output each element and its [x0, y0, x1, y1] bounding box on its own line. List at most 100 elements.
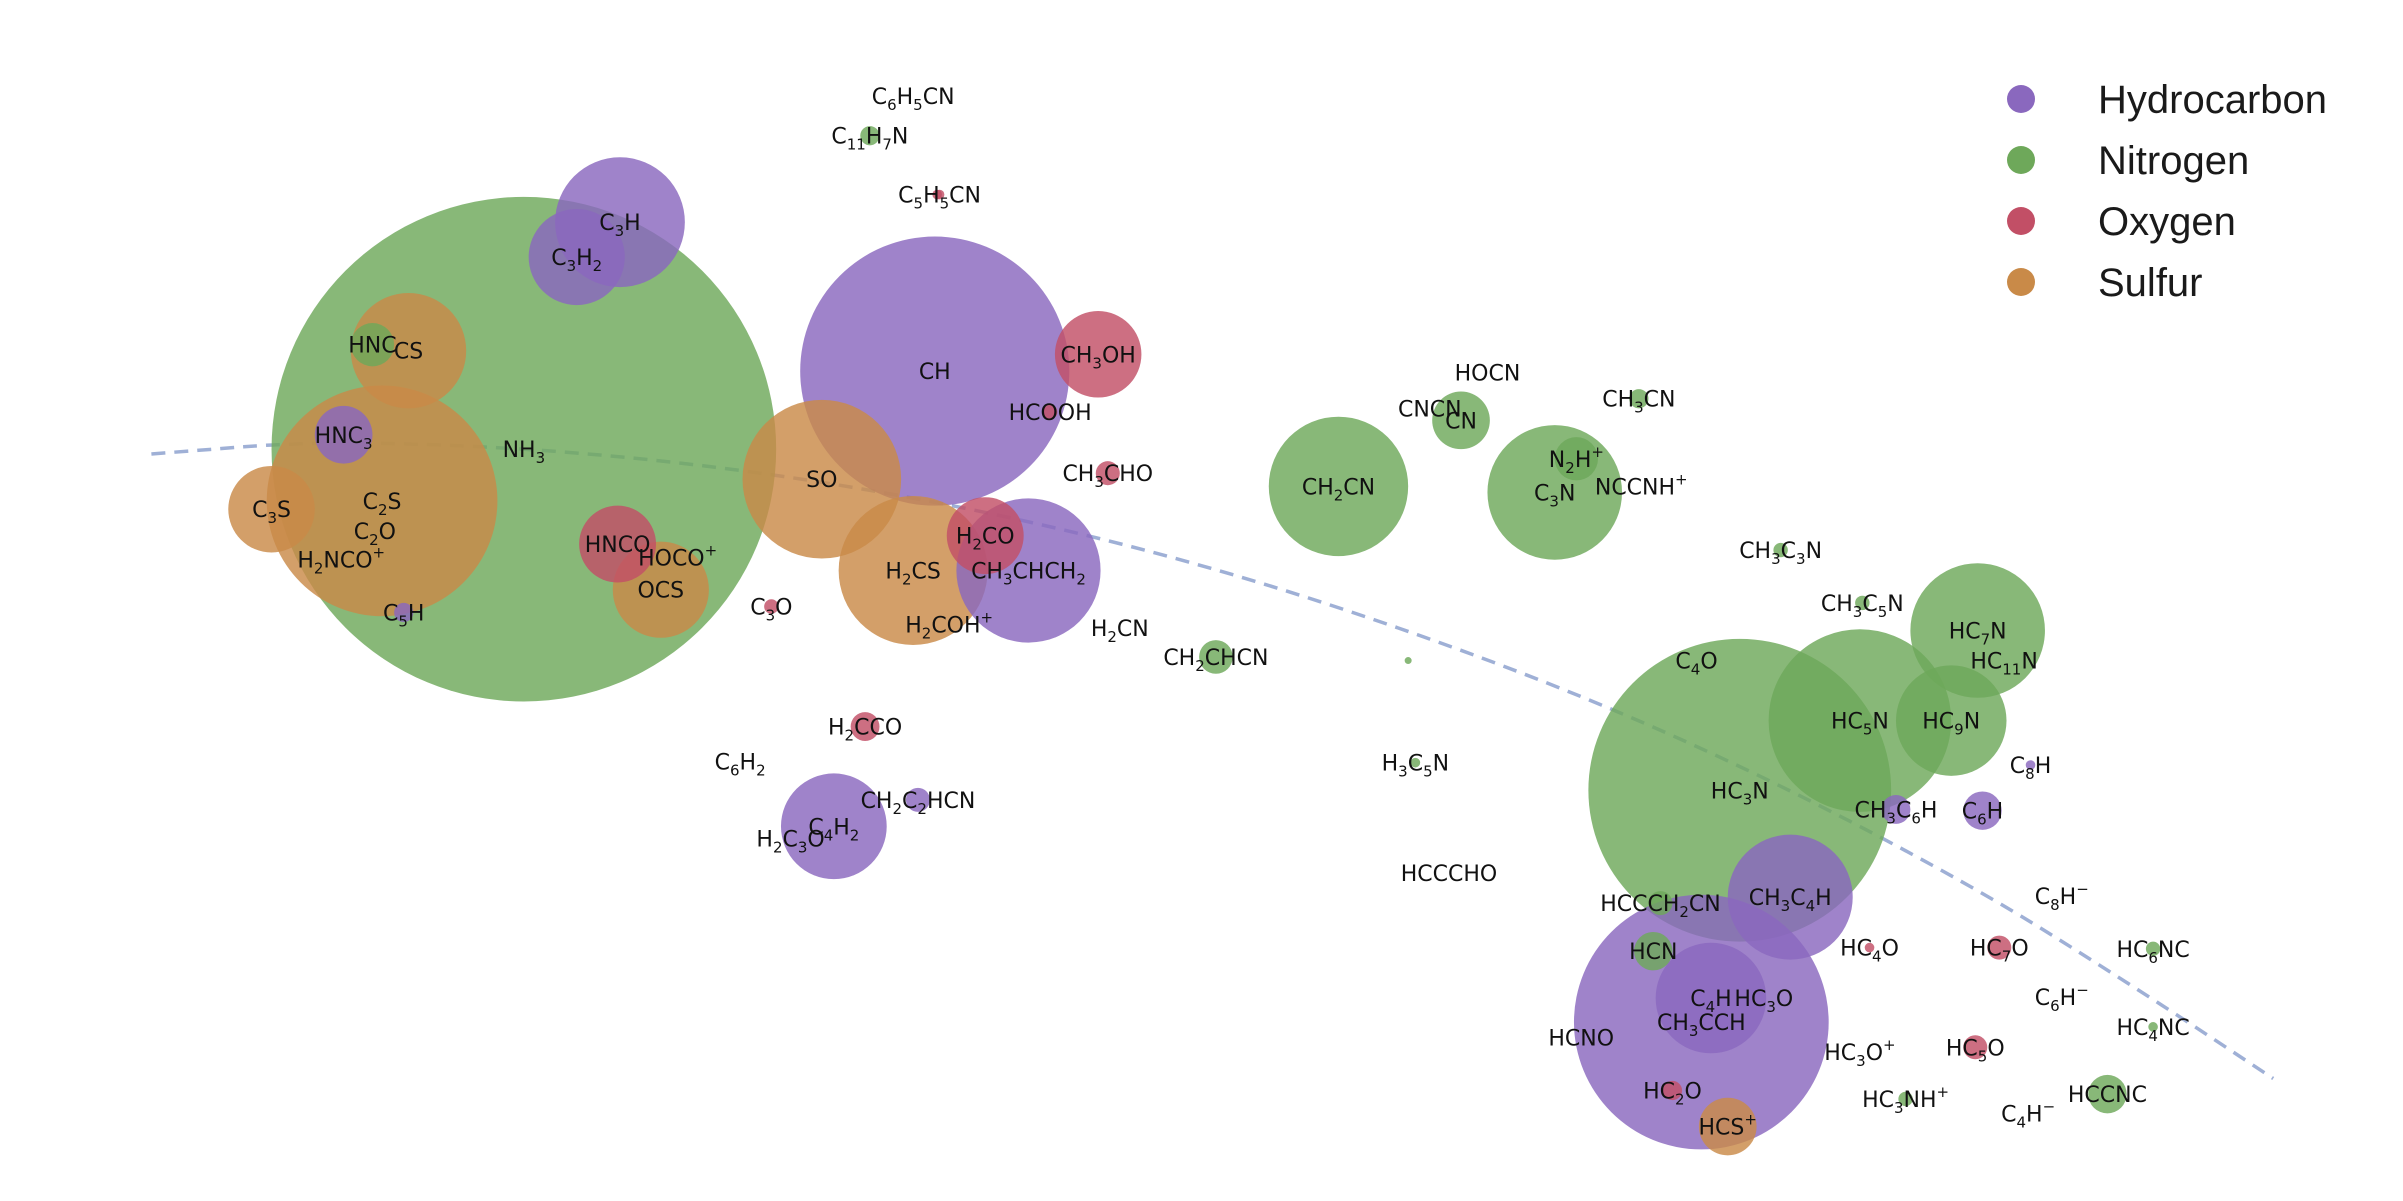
bubble-hc4nc — [2148, 1022, 2158, 1032]
bubble-hnc3 — [314, 405, 373, 464]
label-h2co: H2CO — [956, 525, 1015, 554]
label-hc7o: HC7O — [1970, 937, 2029, 966]
bubble-ch2cn — [1268, 416, 1409, 557]
bubble-hc7o — [1987, 935, 2012, 960]
label-c2s: C2S — [363, 490, 402, 519]
bubble-hcs — [1698, 1097, 1757, 1156]
label-c4h: C4H — [1690, 987, 1731, 1016]
label-c2o: C2O — [354, 520, 396, 549]
label-ch3cn: CH3CN — [1602, 388, 1675, 417]
legend-label-oxygen: Oxygen — [2098, 200, 2236, 244]
bubble-hc5o — [1963, 1035, 1988, 1060]
label-c11h7n: C11H7N — [831, 125, 908, 154]
legend-marker-sulfur — [2007, 268, 2035, 296]
label-ch2chcn: CH2CHCN — [1163, 646, 1268, 675]
label-c5h: C5H — [383, 602, 424, 631]
label-hoco: HOCO+ — [638, 541, 717, 571]
label-nh3: NH3 — [503, 438, 546, 467]
bubble-unlabeled-76 — [1404, 657, 1412, 665]
label-h3c5n: H3C5N — [1382, 752, 1449, 781]
label-ch3c5n: CH3C5N — [1821, 592, 1904, 621]
bubble-c5h — [394, 602, 414, 623]
label-c6h5cn: C6H5CN — [872, 85, 955, 114]
bubble-ch3c6h — [1881, 795, 1911, 824]
bubble-hc7n — [1910, 563, 2045, 698]
label-ocs: OCS — [637, 579, 684, 604]
bubble-h2cco — [850, 712, 880, 742]
bubble-hccch2cn — [1648, 891, 1673, 916]
bubble-hc5n — [1768, 629, 1952, 812]
bubble-hcooh — [1042, 404, 1058, 420]
label-ch3c3n: CH3C3N — [1739, 539, 1822, 568]
legend-marker-oxygen — [2007, 207, 2035, 235]
bubble-ch3c4h — [1727, 834, 1853, 960]
label-hcs: HCS+ — [1699, 1111, 1757, 1141]
label-ch3cho: CH3CHO — [1062, 462, 1153, 491]
legend-marker-hydrocarbon — [2007, 85, 2035, 113]
label-hc7n: HC7N — [1949, 620, 2007, 649]
label-hcccho: HCCCHO — [1401, 862, 1498, 887]
bubble-hccnc — [2088, 1074, 2127, 1114]
label-c3o: C3O — [750, 596, 792, 625]
legend-label-nitrogen: Nitrogen — [2098, 139, 2249, 183]
label-hc3n: HC3N — [1711, 779, 1769, 808]
label-c3h: C3H — [599, 211, 640, 240]
legend-label-hydrocarbon: Hydrocarbon — [2098, 78, 2327, 122]
bubble-hc6nc — [2145, 941, 2161, 956]
label-hnc3: HNC3 — [315, 424, 373, 453]
label-cncn: CNCN — [1398, 397, 1462, 422]
bubble-hnco — [579, 505, 657, 583]
legend-marker-nitrogen — [2007, 146, 2035, 174]
label-cs: CS — [394, 340, 423, 365]
bubble-n2h — [1554, 437, 1598, 481]
label-ch3chch2: CH3CHCH2 — [971, 559, 1086, 588]
bubble-c8h — [2025, 760, 2036, 770]
label-c3h2: C3H2 — [551, 246, 602, 275]
label-h2cs: H2CS — [885, 559, 940, 588]
bubble-unlabeled-75 — [932, 189, 942, 200]
label-h2c3o: H2C3O — [756, 827, 824, 856]
legend-label-sulfur: Sulfur — [2098, 261, 2203, 305]
bubble-c11h7n — [860, 126, 880, 146]
bubble-c4h2 — [780, 773, 887, 880]
bubble-ch2chcn — [1199, 640, 1233, 674]
bubble-hc4o — [1864, 942, 1875, 953]
label-h2nco: H2NCO+ — [297, 544, 385, 578]
label-ch2cn: CH2CN — [1302, 475, 1375, 504]
label-ch2c2hcn: CH2C2HCN — [861, 789, 976, 818]
label-h2cn: H2CN — [1091, 617, 1149, 646]
label-hcn: HCN — [1629, 940, 1677, 965]
label-hc3nh: HC3NH+ — [1862, 1083, 1949, 1117]
label-hc4o: HC4O — [1840, 937, 1899, 966]
label-hocn: HOCN — [1455, 361, 1521, 386]
label-hccch2cn: HCCCH2CN — [1600, 892, 1721, 921]
label-c6h: C6H− — [2035, 981, 2089, 1015]
label-c4h: C4H− — [2001, 1097, 2055, 1131]
bubble-c3h2 — [528, 208, 625, 306]
bubble-ch3c3n — [1773, 542, 1788, 558]
label-hc6nc: HC6NC — [2116, 938, 2189, 967]
bubble-c3o — [764, 599, 779, 614]
label-hnco: HNCO — [585, 533, 651, 558]
bubble-hc9n — [1895, 665, 2007, 776]
label-so: SO — [806, 468, 837, 493]
bubble-ch3c5n — [1855, 595, 1870, 611]
label-n2h: N2H+ — [1549, 443, 1604, 477]
label-hc2o: HC2O — [1643, 1080, 1702, 1109]
label-ch3c4h: CH3C4H — [1749, 886, 1832, 915]
label-c8h: C8H− — [2035, 880, 2089, 914]
label-hc3o: HC3O — [1734, 987, 1793, 1016]
label-hc3o: HC3O+ — [1824, 1036, 1895, 1070]
label-ch3cch: CH3CCH — [1657, 1011, 1746, 1040]
label-ch3oh: CH3OH — [1061, 343, 1136, 372]
label-h2cco: H2CCO — [828, 716, 902, 745]
bubble-c4h — [1655, 942, 1767, 1054]
label-c8h: C8H — [2010, 754, 2051, 783]
label-h2coh: H2COH+ — [905, 609, 993, 643]
bubble-c3s — [228, 465, 315, 553]
label-c3n: C3N — [1534, 481, 1575, 510]
label-hccnc: HCCNC — [2068, 1083, 2147, 1108]
bubble-hc2o — [1662, 1080, 1683, 1101]
